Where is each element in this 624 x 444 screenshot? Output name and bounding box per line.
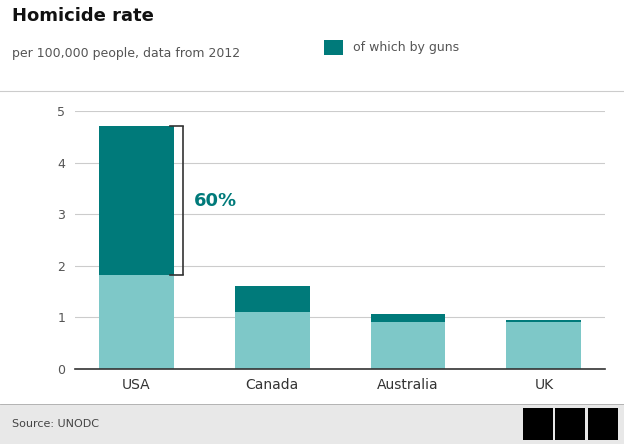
Bar [507,322,581,369]
Text: per 100,000 people, data from 2012: per 100,000 people, data from 2012 [12,47,241,59]
Text: of which by guns: of which by guns [353,41,459,54]
Bar [99,127,173,275]
Bar [99,275,173,369]
Bar [235,312,310,369]
Text: B: B [532,417,544,431]
Text: Source: UNODC: Source: UNODC [12,419,99,429]
Text: B: B [565,417,576,431]
Bar [507,320,581,322]
Bar [371,322,446,369]
Bar [235,286,310,312]
Text: C: C [598,417,608,431]
Bar [371,314,446,322]
Text: 60%: 60% [194,192,237,210]
Text: Homicide rate: Homicide rate [12,7,154,25]
